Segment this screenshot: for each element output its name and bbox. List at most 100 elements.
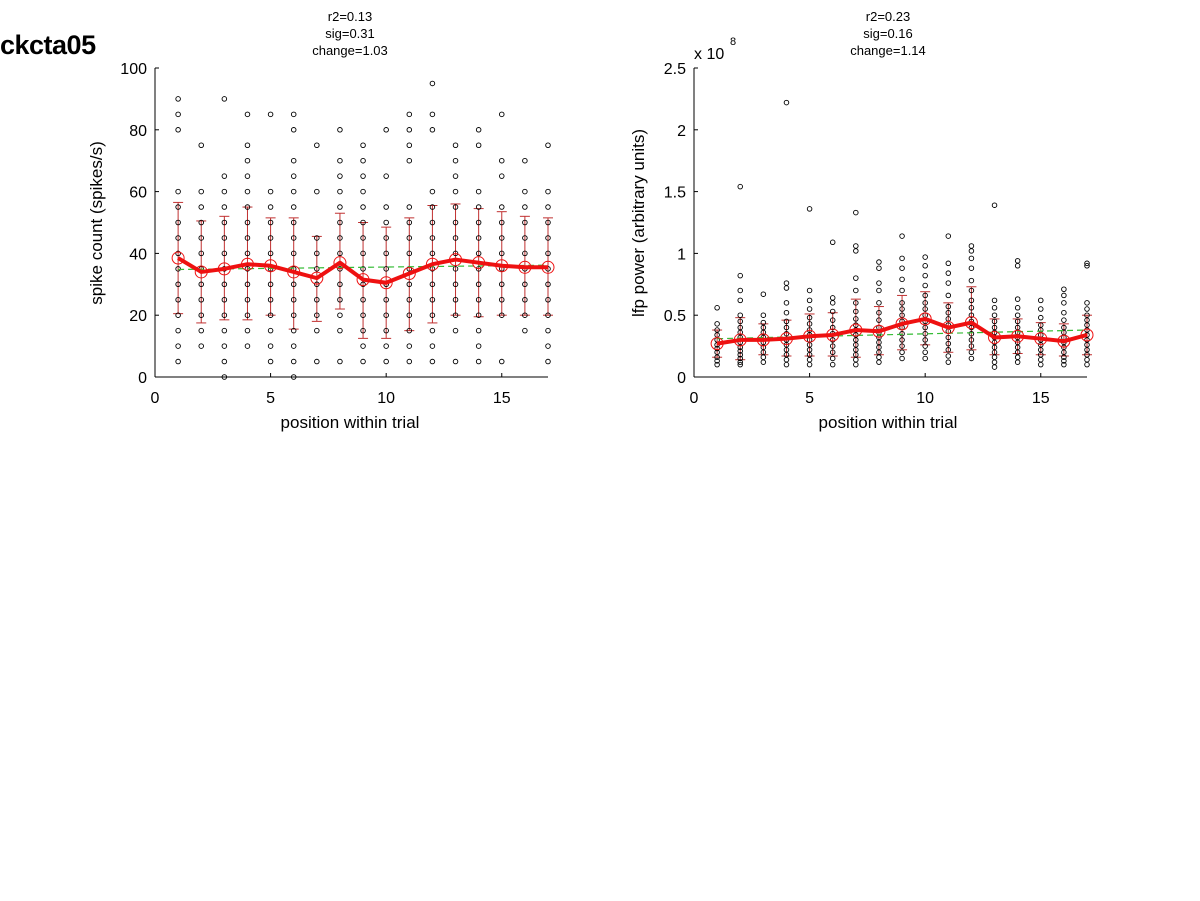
data-point bbox=[314, 250, 320, 257]
data-point bbox=[1038, 361, 1044, 368]
data-point bbox=[1084, 300, 1090, 306]
mean-line bbox=[716, 316, 1088, 346]
data-point bbox=[198, 343, 204, 349]
mean-marker bbox=[217, 262, 231, 276]
data-point bbox=[806, 321, 813, 327]
data-point bbox=[829, 317, 836, 323]
data-point bbox=[475, 204, 482, 210]
data-point bbox=[221, 188, 228, 195]
x-tick-label: 5 bbox=[266, 390, 275, 407]
data-point bbox=[545, 188, 551, 195]
data-point bbox=[267, 327, 274, 334]
data-point bbox=[991, 202, 998, 208]
mean-marker bbox=[895, 317, 909, 331]
data-point bbox=[290, 204, 297, 210]
data-point bbox=[714, 321, 720, 327]
data-point bbox=[221, 327, 228, 334]
data-point bbox=[922, 282, 928, 289]
data-point bbox=[737, 312, 743, 318]
data-point bbox=[360, 173, 366, 179]
data-point bbox=[1014, 296, 1021, 302]
series-lines bbox=[710, 312, 1094, 351]
data-point bbox=[876, 280, 882, 286]
data-point bbox=[899, 343, 905, 349]
data-point bbox=[221, 358, 228, 365]
data-point bbox=[945, 233, 952, 239]
data-point bbox=[337, 219, 343, 226]
data-point bbox=[737, 355, 743, 362]
data-point bbox=[1038, 297, 1044, 304]
data-point bbox=[968, 248, 975, 254]
axes: 0 0.5 1 1.5 2 2.5 0 5 10 15 bbox=[664, 61, 1087, 407]
data-point bbox=[991, 312, 998, 318]
data-point bbox=[383, 250, 389, 257]
data-point bbox=[806, 306, 813, 312]
data-point bbox=[968, 355, 975, 362]
data-point bbox=[991, 305, 998, 311]
data-point bbox=[853, 308, 859, 315]
data-point bbox=[922, 300, 928, 306]
data-point bbox=[360, 188, 366, 195]
mean-marker bbox=[194, 265, 208, 279]
data-point bbox=[760, 319, 767, 326]
y-tick-label: 0 bbox=[677, 370, 686, 387]
data-point bbox=[198, 297, 204, 303]
data-point bbox=[244, 188, 251, 195]
stats-r2: r2=0.13 bbox=[328, 9, 372, 24]
data-point bbox=[290, 235, 297, 241]
data-point bbox=[383, 343, 389, 349]
data-point bbox=[876, 265, 882, 271]
data-point bbox=[737, 348, 743, 354]
data-point bbox=[545, 204, 551, 210]
trend-line bbox=[178, 264, 549, 271]
data-point bbox=[499, 297, 505, 303]
data-point bbox=[198, 142, 204, 148]
data-point bbox=[1014, 305, 1021, 311]
data-point bbox=[337, 281, 343, 288]
data-point bbox=[499, 312, 505, 318]
data-point bbox=[1061, 358, 1067, 364]
data-point bbox=[545, 281, 551, 288]
data-point bbox=[429, 358, 436, 365]
data-point bbox=[522, 281, 528, 288]
mean-marker bbox=[710, 337, 724, 351]
x-tick-label: 0 bbox=[151, 390, 160, 407]
data-point bbox=[968, 337, 975, 343]
data-point bbox=[360, 358, 366, 365]
data-point bbox=[452, 297, 459, 303]
data-point bbox=[406, 297, 413, 303]
data-point bbox=[383, 312, 389, 318]
data-point bbox=[360, 327, 366, 334]
data-point bbox=[1038, 306, 1044, 312]
data-point bbox=[290, 358, 297, 365]
data-point bbox=[267, 297, 274, 303]
data-point bbox=[737, 297, 743, 304]
data-point bbox=[899, 287, 905, 294]
data-point bbox=[383, 297, 389, 303]
data-point bbox=[522, 204, 528, 210]
data-point bbox=[899, 233, 905, 239]
data-point bbox=[783, 330, 790, 337]
data-point bbox=[876, 287, 882, 294]
data-point bbox=[737, 183, 743, 190]
mean-marker bbox=[449, 253, 463, 267]
data-point bbox=[853, 300, 859, 306]
data-point bbox=[1084, 263, 1090, 269]
data-point bbox=[991, 318, 998, 325]
data-point bbox=[968, 243, 975, 249]
data-point bbox=[806, 297, 813, 304]
data-point bbox=[522, 327, 528, 334]
exponent-label: x 10 bbox=[694, 46, 724, 63]
y-axis-label: lfp power (arbitrary units) bbox=[629, 129, 648, 317]
data-point bbox=[290, 343, 297, 349]
mean-marker bbox=[518, 260, 532, 274]
data-point bbox=[244, 111, 251, 118]
data-point bbox=[1084, 306, 1090, 312]
data-point bbox=[406, 127, 413, 133]
mean-line bbox=[177, 256, 548, 285]
data-point bbox=[452, 142, 459, 148]
data-point bbox=[198, 188, 204, 195]
y-tick-label: 1 bbox=[677, 246, 686, 263]
data-point bbox=[314, 312, 320, 318]
data-point bbox=[452, 250, 459, 257]
